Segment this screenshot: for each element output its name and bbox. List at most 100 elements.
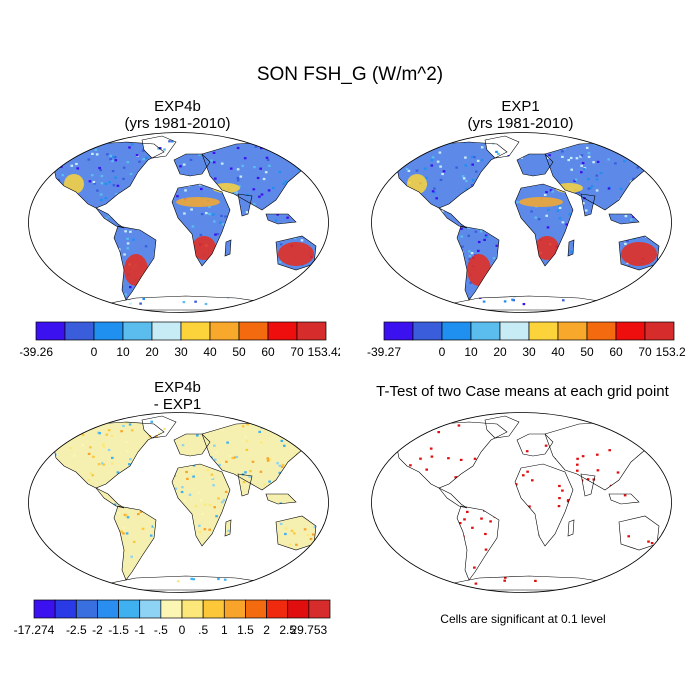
grid-cell (657, 546, 659, 549)
grid-cell (320, 574, 323, 576)
grid-cell (43, 561, 46, 563)
grid-cell (288, 143, 291, 146)
colorbar-swatch (75, 599, 98, 619)
grid-cell (130, 555, 133, 558)
grid-cell (318, 430, 321, 432)
grid-cell (88, 180, 92, 183)
grid-cell (38, 166, 41, 168)
grid-cell (329, 536, 331, 538)
grid-cell (515, 483, 518, 486)
grid-cell (246, 193, 249, 196)
grid-cell (300, 574, 303, 578)
grid-cell (630, 218, 633, 221)
grid-cell (260, 193, 264, 196)
figure-title: SON FSH_G (W/m^2) (256, 64, 444, 85)
grid-cell (458, 522, 462, 525)
grid-cell (168, 140, 171, 143)
colorbar-swatch (238, 321, 269, 341)
grid-cell (433, 191, 436, 194)
colorbar-tick-label: 1 (221, 623, 228, 637)
grid-cell (643, 299, 647, 302)
colorbar-tick-label: -2.5 (66, 623, 87, 637)
grid-cell (575, 157, 579, 160)
grid-cell (391, 296, 394, 298)
grid-cell (437, 431, 440, 434)
grid-cell (206, 469, 209, 472)
grid-cell (104, 182, 108, 185)
grid-cell (42, 281, 45, 283)
grid-cell (645, 570, 649, 573)
grid-cell (203, 503, 207, 506)
grid-cell (326, 281, 329, 283)
grid-cell (198, 183, 202, 186)
grid-cell (669, 141, 672, 143)
grid-cell (66, 582, 69, 585)
grid-cell (330, 516, 331, 518)
grid-cell (289, 291, 293, 294)
grid-cell (321, 470, 324, 472)
grid-cell (33, 185, 36, 187)
grid-cell (420, 151, 423, 154)
map-border (371, 412, 672, 593)
grid-cell (54, 578, 55, 581)
grid-cell (330, 173, 331, 175)
grid-cell (212, 161, 216, 164)
grid-cell (474, 582, 478, 585)
grid-cell (253, 166, 256, 169)
grid-cell (661, 437, 664, 439)
colorbar-swatch (35, 321, 66, 341)
grid-cell (219, 221, 222, 224)
grid-cell (429, 143, 433, 146)
land-se-asia-islands (609, 494, 639, 504)
grid-cell (483, 238, 486, 241)
grid-cell (33, 544, 36, 546)
grid-cell (192, 464, 196, 467)
colorbar-swatch (308, 599, 331, 619)
grid-cell (176, 195, 179, 198)
grid-cell (330, 451, 332, 453)
grid-cell (582, 202, 585, 205)
grid-cell (208, 504, 212, 507)
grid-cell (213, 220, 216, 223)
grid-cell (39, 178, 42, 180)
grid-cell (561, 155, 564, 158)
grid-cell (54, 562, 57, 565)
grid-cell (543, 193, 547, 196)
colorbar-exp4b: -39.26 0 10 20 30 40 50 60 70 153.42 (20, 321, 340, 359)
grid-cell (39, 576, 42, 578)
grid-cell (587, 155, 591, 158)
grid-cell (670, 525, 673, 527)
colorbar-swatch (412, 321, 443, 341)
grid-cell (228, 455, 232, 458)
grid-cell (108, 181, 111, 184)
grid-cell (95, 153, 99, 156)
grid-cell (322, 448, 325, 450)
colorbar-swatch (122, 321, 153, 341)
grid-cell (592, 161, 595, 164)
colorbar-tick-label: -.5 (154, 623, 168, 637)
grid-cell (585, 146, 589, 149)
grid-cell (551, 190, 554, 193)
panel-3-title-line2: - EXP1 (153, 396, 202, 413)
grid-cell (290, 150, 293, 153)
grid-cell (595, 174, 599, 177)
grid-cell (568, 213, 572, 216)
grid-cell (262, 177, 266, 181)
grid-cell (265, 156, 269, 159)
colorbar-tick-label: .5 (198, 623, 208, 637)
grid-cell (511, 298, 514, 301)
grid-cell (620, 303, 623, 306)
warm-region (278, 242, 314, 266)
grid-cell (263, 483, 266, 486)
grid-cell (32, 425, 35, 427)
grid-cell (467, 226, 470, 230)
grid-cell (82, 428, 86, 431)
grid-cell (662, 570, 665, 572)
grid-cell (54, 431, 57, 434)
colorbar-swatch (615, 321, 646, 341)
grid-cell (236, 176, 240, 180)
grid-cell (38, 170, 41, 172)
colorbar-tick-label: 30 (522, 345, 536, 359)
grid-cell (461, 245, 464, 248)
grid-cell (297, 168, 300, 171)
